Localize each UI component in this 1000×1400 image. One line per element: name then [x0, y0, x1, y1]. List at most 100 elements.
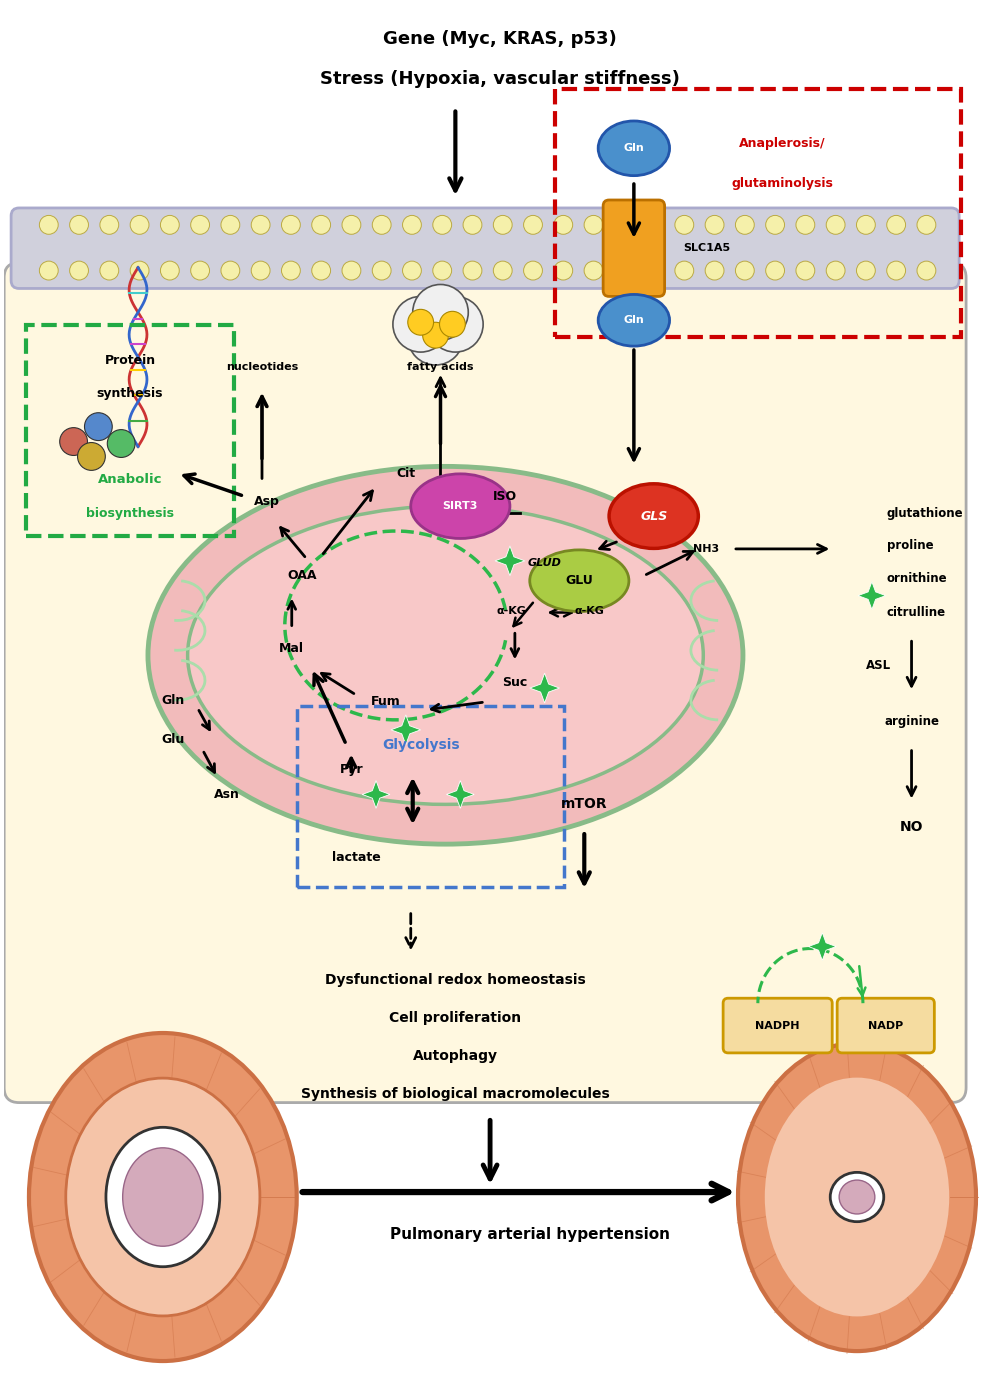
Text: Glu: Glu [161, 734, 184, 746]
Circle shape [70, 216, 88, 234]
Polygon shape [391, 715, 421, 745]
Text: NADP: NADP [868, 1021, 903, 1030]
Circle shape [281, 262, 300, 280]
Circle shape [856, 216, 875, 234]
Circle shape [251, 262, 270, 280]
Text: ASL: ASL [866, 659, 891, 672]
Text: GLU: GLU [565, 574, 593, 587]
Text: GLS: GLS [640, 510, 667, 522]
Circle shape [130, 216, 149, 234]
Circle shape [191, 262, 210, 280]
FancyBboxPatch shape [11, 209, 959, 288]
Ellipse shape [830, 1172, 884, 1222]
Circle shape [60, 427, 87, 455]
Circle shape [524, 216, 542, 234]
Ellipse shape [66, 1078, 260, 1316]
Ellipse shape [609, 484, 698, 549]
Circle shape [221, 262, 240, 280]
Text: Asn: Asn [214, 788, 240, 801]
Text: Mal: Mal [279, 641, 304, 655]
Ellipse shape [598, 294, 670, 346]
Text: Stress (Hypoxia, vascular stiffness): Stress (Hypoxia, vascular stiffness) [320, 70, 680, 88]
Text: Gln: Gln [624, 315, 644, 325]
Circle shape [100, 262, 119, 280]
Text: α-KG: α-KG [574, 606, 604, 616]
Circle shape [826, 216, 845, 234]
Circle shape [372, 216, 391, 234]
Text: arginine: arginine [884, 715, 939, 728]
Circle shape [584, 216, 603, 234]
Circle shape [917, 262, 936, 280]
Circle shape [130, 262, 149, 280]
Polygon shape [446, 781, 474, 808]
Circle shape [428, 297, 483, 351]
Ellipse shape [148, 466, 743, 844]
Text: Fum: Fum [371, 696, 401, 708]
Circle shape [796, 216, 815, 234]
Text: Anaplerosis/: Anaplerosis/ [739, 137, 826, 150]
Circle shape [78, 442, 105, 470]
Ellipse shape [106, 1127, 220, 1267]
Text: NADPH: NADPH [755, 1021, 800, 1030]
Text: nucleotides: nucleotides [226, 363, 298, 372]
Circle shape [735, 262, 754, 280]
Text: citrulline: citrulline [887, 606, 946, 619]
FancyBboxPatch shape [723, 998, 832, 1053]
Text: Asp: Asp [254, 494, 280, 508]
Polygon shape [858, 582, 886, 609]
Text: proline: proline [887, 539, 933, 553]
Circle shape [372, 262, 391, 280]
Circle shape [312, 216, 331, 234]
Circle shape [281, 216, 300, 234]
Text: glutaminolysis: glutaminolysis [732, 176, 834, 189]
Text: mTOR: mTOR [561, 798, 608, 812]
Circle shape [796, 262, 815, 280]
Circle shape [342, 262, 361, 280]
Circle shape [675, 216, 694, 234]
Circle shape [403, 262, 421, 280]
Circle shape [826, 262, 845, 280]
Circle shape [160, 262, 179, 280]
Text: Pyr: Pyr [339, 763, 363, 776]
Text: Suc: Suc [502, 676, 528, 689]
Ellipse shape [29, 1033, 297, 1361]
Text: NH3: NH3 [693, 545, 719, 554]
Polygon shape [808, 932, 836, 960]
Circle shape [70, 262, 88, 280]
Circle shape [705, 262, 724, 280]
Circle shape [856, 262, 875, 280]
Text: SIRT3: SIRT3 [443, 501, 478, 511]
Circle shape [887, 216, 906, 234]
Ellipse shape [839, 1180, 875, 1214]
Circle shape [221, 216, 240, 234]
Text: Glycolysis: Glycolysis [382, 738, 459, 752]
Circle shape [463, 262, 482, 280]
Circle shape [433, 262, 452, 280]
Circle shape [463, 216, 482, 234]
Circle shape [584, 262, 603, 280]
Circle shape [766, 216, 785, 234]
FancyBboxPatch shape [4, 263, 966, 1103]
Text: Protein: Protein [105, 354, 156, 367]
Ellipse shape [123, 1148, 203, 1246]
Text: Cell proliferation: Cell proliferation [389, 1011, 521, 1025]
Text: Gene (Myc, KRAS, p53): Gene (Myc, KRAS, p53) [383, 29, 617, 48]
Circle shape [342, 216, 361, 234]
Circle shape [413, 284, 468, 340]
Text: GLUD: GLUD [528, 557, 562, 568]
FancyBboxPatch shape [603, 200, 665, 297]
Ellipse shape [738, 1043, 976, 1351]
Text: NO: NO [900, 820, 923, 834]
Circle shape [433, 216, 452, 234]
Circle shape [160, 216, 179, 234]
Text: biosynthesis: biosynthesis [86, 507, 174, 519]
Text: α-KG: α-KG [497, 606, 527, 616]
Text: Gln: Gln [161, 693, 184, 707]
Text: ornithine: ornithine [887, 573, 947, 585]
Polygon shape [530, 673, 560, 703]
Circle shape [554, 216, 573, 234]
Circle shape [39, 216, 58, 234]
Text: Anabolic: Anabolic [98, 473, 162, 486]
Circle shape [423, 322, 448, 349]
Text: Synthesis of biological macromolecules: Synthesis of biological macromolecules [301, 1086, 610, 1100]
